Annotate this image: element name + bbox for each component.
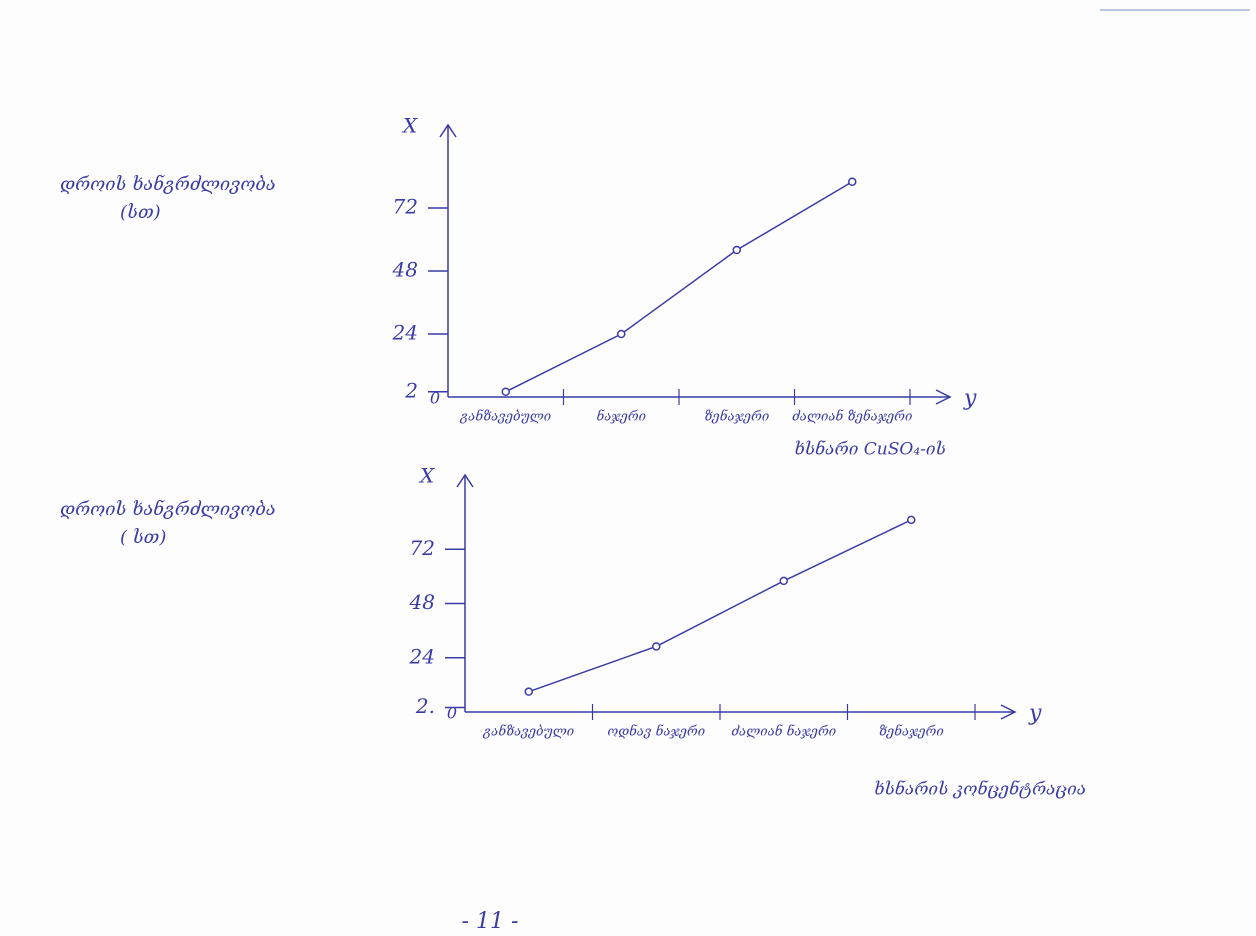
x-tick-label: ძალიან ზენაჯერი (792, 409, 912, 425)
data-point (525, 688, 532, 695)
data-point (849, 178, 856, 185)
y-axis-label: დროის ხანგრძლივობა (60, 173, 276, 195)
x-tick-label: განზავებული (459, 409, 551, 425)
x-tick-label: ზენაჯერი (704, 409, 769, 425)
x-tick-label: განზავებული (482, 724, 574, 740)
y-axis-label: დროის ხანგრძლივობა (60, 498, 276, 520)
y-axis-symbol: X (418, 464, 435, 488)
data-point (908, 516, 915, 523)
y-tick-label: 24 (392, 321, 418, 345)
y-tick-label: 24 (409, 644, 435, 668)
data-point (780, 577, 787, 584)
y-tick-label: 48 (409, 590, 435, 614)
y-tick-label: 48 (392, 258, 418, 282)
y-tick-label: 72 (393, 195, 418, 219)
data-point (502, 388, 509, 395)
y-axis-symbol: X (401, 114, 418, 138)
y-tick-label: 2. (415, 694, 435, 718)
y-tick-label: 72 (410, 536, 435, 560)
data-point (653, 643, 660, 650)
y-tick-label: 2 (404, 378, 418, 402)
data-point (733, 247, 740, 254)
y-axis-label: ( სთ) (120, 527, 166, 548)
data-point (618, 331, 625, 338)
x-axis-symbol: y (1028, 701, 1042, 726)
x-tick-label: ძალიან ნაჯერი (731, 724, 836, 740)
x-tick-label: ნაჯერი (596, 409, 646, 425)
origin-label: 0 (447, 704, 457, 723)
x-axis-symbol: y (963, 386, 977, 411)
page-number: - 11 - (462, 909, 519, 934)
x-axis-label: ხსნარის კონცენტრაცია (874, 780, 1086, 800)
y-axis-label: (სთ) (120, 202, 161, 223)
x-tick-label: ზენაჯერი (879, 724, 944, 740)
x-axis-label: ხსნარი CuSO₄-ის (794, 440, 946, 460)
page: - 11 - Xy 0 დროის ხანგრძლივობა (სთ) ხსნარი C… (0, 0, 1256, 936)
x-tick-label: ოდნავ ნაჯერი (607, 724, 705, 740)
